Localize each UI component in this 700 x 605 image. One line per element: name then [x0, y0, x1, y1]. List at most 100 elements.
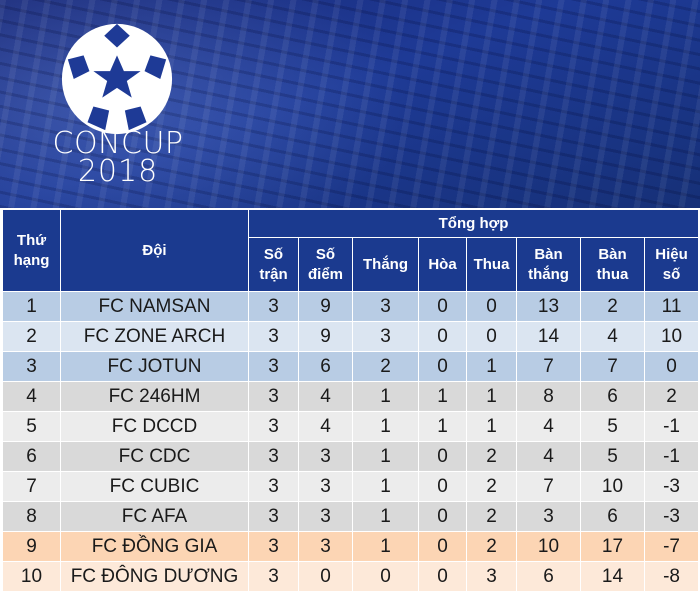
points-cell: 9	[298, 291, 353, 322]
played-cell: 3	[248, 381, 299, 412]
drawn-cell: 0	[418, 501, 467, 532]
header-goals-against: Bàn thua	[580, 237, 645, 292]
table-row: 10 FC ĐÔNG DƯƠNG 3 0 0 0 3 6 14 -8	[2, 561, 700, 592]
rank-cell: 8	[2, 501, 61, 532]
played-cell: 3	[248, 321, 299, 352]
played-cell: 3	[248, 411, 299, 442]
header-drawn: Hòa	[418, 237, 467, 292]
rank-cell: 7	[2, 471, 61, 502]
lost-cell: 2	[466, 531, 517, 562]
lost-cell: 1	[466, 351, 517, 382]
goals-for-cell: 4	[516, 411, 581, 442]
rank-cell: 4	[2, 381, 61, 412]
goal-diff-cell: 10	[643, 321, 700, 352]
played-cell: 3	[248, 561, 299, 592]
header-won: Thắng	[352, 237, 419, 292]
header-goal-diff: Hiệu số	[643, 237, 700, 292]
team-cell: FC CUBIC	[60, 471, 249, 502]
rank-cell: 1	[2, 291, 61, 322]
table-row: 3 FC JOTUN 3 6 2 0 1 7 7 0	[2, 351, 700, 382]
drawn-cell: 0	[418, 531, 467, 562]
soccer-ball-star-icon	[61, 23, 173, 135]
goals-against-cell: 10	[580, 471, 645, 502]
points-cell: 0	[298, 561, 353, 592]
team-cell: FC 246HM	[60, 381, 249, 412]
rank-cell: 2	[2, 321, 61, 352]
won-cell: 3	[352, 291, 419, 322]
table-row: 2 FC ZONE ARCH 3 9 3 0 0 14 4 10	[2, 321, 700, 352]
table-row: 9 FC ĐỒNG GIA 3 3 1 0 2 10 17 -7	[2, 531, 700, 562]
lost-cell: 2	[466, 441, 517, 472]
table-row: 1 FC NAMSAN 3 9 3 0 0 13 2 11	[2, 291, 700, 322]
goals-for-cell: 10	[516, 531, 581, 562]
team-cell: FC JOTUN	[60, 351, 249, 382]
goal-diff-cell: 2	[643, 381, 700, 412]
rank-cell: 10	[2, 561, 61, 592]
won-cell: 2	[352, 351, 419, 382]
goals-against-cell: 4	[580, 321, 645, 352]
drawn-cell: 0	[418, 321, 467, 352]
goal-diff-cell: -8	[643, 561, 700, 592]
goals-against-cell: 2	[580, 291, 645, 322]
played-cell: 3	[248, 291, 299, 322]
lost-cell: 0	[466, 321, 517, 352]
concup-logo-text: CONCUP 2018	[44, 129, 192, 189]
points-cell: 4	[298, 381, 353, 412]
won-cell: 1	[352, 441, 419, 472]
logo-year: 2018	[77, 154, 159, 189]
lost-cell: 1	[466, 411, 517, 442]
goals-for-cell: 7	[516, 351, 581, 382]
won-cell: 1	[352, 411, 419, 442]
table-row: 7 FC CUBIC 3 3 1 0 2 7 10 -3	[2, 471, 700, 502]
played-cell: 3	[248, 351, 299, 382]
rank-cell: 5	[2, 411, 61, 442]
goal-diff-cell: 0	[643, 351, 700, 382]
won-cell: 1	[352, 501, 419, 532]
lost-cell: 3	[466, 561, 517, 592]
lost-cell: 2	[466, 471, 517, 502]
goals-for-cell: 7	[516, 471, 581, 502]
goals-for-cell: 4	[516, 441, 581, 472]
played-cell: 3	[248, 471, 299, 502]
won-cell: 3	[352, 321, 419, 352]
goals-against-cell: 5	[580, 441, 645, 472]
goals-for-cell: 6	[516, 561, 581, 592]
rank-cell: 6	[2, 441, 61, 472]
lost-cell: 1	[466, 381, 517, 412]
goals-for-cell: 3	[516, 501, 581, 532]
header-summary-group: Tổng hợp	[247, 209, 700, 238]
header-banner: CONCUP 2018	[0, 0, 700, 208]
drawn-cell: 0	[418, 291, 467, 322]
standings-table: Thứ hạng Đội Tổng hợp Số trận Số điểm Th…	[2, 209, 700, 592]
team-cell: FC DCCD	[60, 411, 249, 442]
points-cell: 6	[298, 351, 353, 382]
goals-against-cell: 17	[580, 531, 645, 562]
played-cell: 3	[248, 501, 299, 532]
points-cell: 4	[298, 411, 353, 442]
table-row: 8 FC AFA 3 3 1 0 2 3 6 -3	[2, 501, 700, 532]
goals-for-cell: 14	[516, 321, 581, 352]
drawn-cell: 1	[418, 411, 467, 442]
drawn-cell: 0	[418, 441, 467, 472]
table-row: 5 FC DCCD 3 4 1 1 1 4 5 -1	[2, 411, 700, 442]
points-cell: 3	[298, 531, 353, 562]
drawn-cell: 0	[418, 471, 467, 502]
team-cell: FC CDC	[60, 441, 249, 472]
header-rank: Thứ hạng	[2, 209, 61, 292]
points-cell: 3	[298, 441, 353, 472]
rank-cell: 9	[2, 531, 61, 562]
goals-for-cell: 8	[516, 381, 581, 412]
drawn-cell: 1	[418, 381, 467, 412]
won-cell: 0	[352, 561, 419, 592]
goal-diff-cell: -7	[643, 531, 700, 562]
points-cell: 9	[298, 321, 353, 352]
drawn-cell: 0	[418, 351, 467, 382]
team-cell: FC ZONE ARCH	[60, 321, 249, 352]
goals-against-cell: 6	[580, 501, 645, 532]
goals-against-cell: 7	[580, 351, 645, 382]
header-goals-for: Bàn thắng	[516, 237, 581, 292]
lost-cell: 2	[466, 501, 517, 532]
played-cell: 3	[248, 441, 299, 472]
header-lost: Thua	[466, 237, 517, 292]
won-cell: 1	[352, 531, 419, 562]
